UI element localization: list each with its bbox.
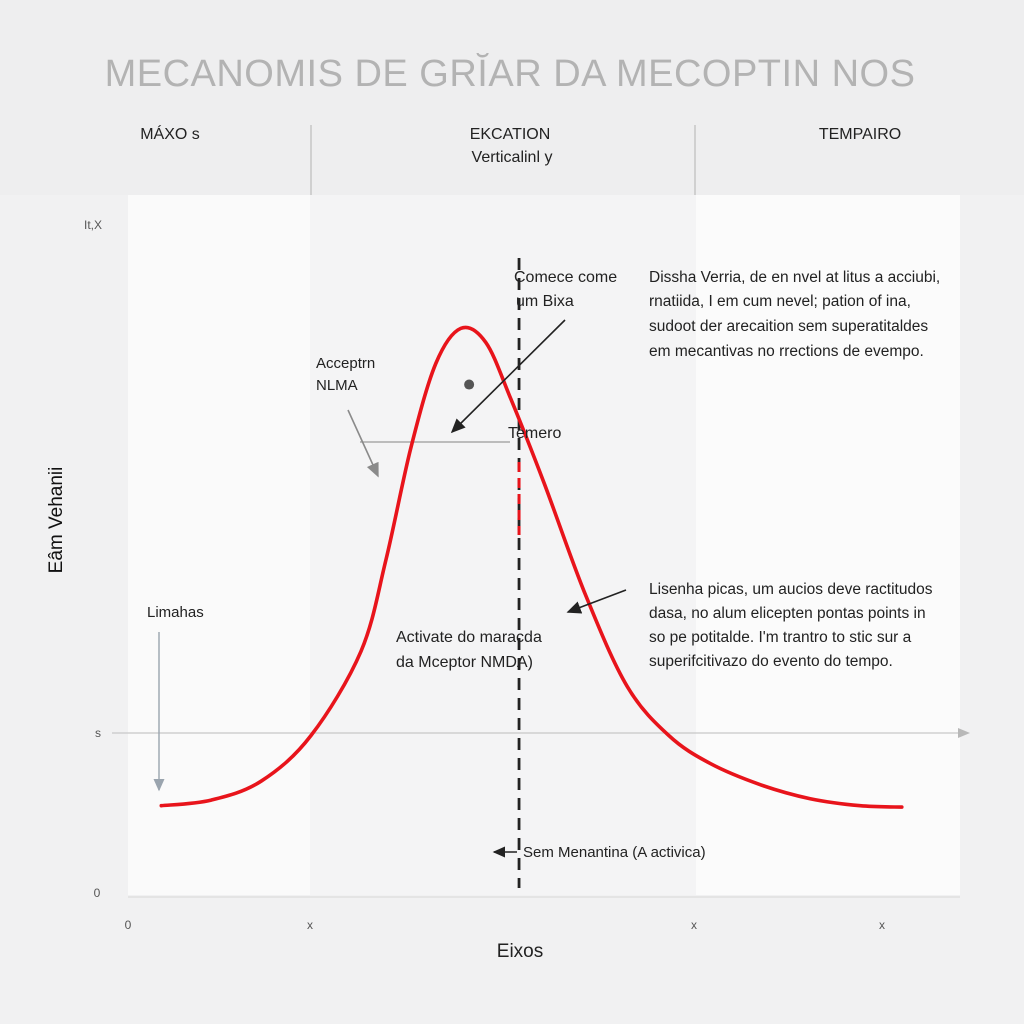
column-header-2-line-2: Verticalinl y bbox=[472, 149, 553, 166]
x-tick-label: x bbox=[879, 918, 885, 932]
annotation-limahas: Limahas bbox=[147, 604, 204, 621]
annotation-sem-menantina: Sem Menantina (A activica) bbox=[523, 844, 706, 861]
plot-panel-left bbox=[128, 195, 310, 895]
comece-arrow bbox=[450, 319, 566, 434]
note-top-line-2: rnatiida, I em cum nevel; pation of ina, bbox=[649, 293, 911, 310]
column-header-3: TEMPAIRO bbox=[819, 126, 901, 143]
header-band bbox=[0, 0, 1024, 195]
column-header-2-line-1: EKCATION bbox=[470, 126, 551, 143]
chart-title: MECANOMIS DE GRĬAR DA MECOPTIN NOS bbox=[105, 52, 916, 95]
annotation-comece-line-1: Comece come bbox=[514, 269, 617, 286]
note-bottom-line-1: Lisenha picas, um aucios deve ractitudos bbox=[649, 581, 933, 598]
peak-marker-point bbox=[464, 379, 475, 390]
annotation-activate-line-2: da Mceptor NMDA) bbox=[396, 654, 533, 671]
x-tick-label: 0 bbox=[125, 918, 132, 932]
note-bottom-line-4: superifcitivazo do evento do tempo. bbox=[649, 653, 893, 670]
baseline-arrowhead bbox=[958, 728, 970, 738]
note-top-line-1: Dissha Verria, de en nvel at litus a acc… bbox=[649, 269, 940, 286]
annotation-activate-line-1: Activate do maracda bbox=[396, 629, 542, 646]
series-line bbox=[159, 325, 904, 809]
annotation-temero: Temero bbox=[508, 425, 561, 442]
y-tick-label: s bbox=[95, 726, 101, 740]
note-bottom-line-3: so pe potitalde. I'm trantro to stic sur… bbox=[649, 629, 912, 646]
note-top-line-3: sudoot der arecaition sem superatitaldes bbox=[649, 318, 928, 335]
annotation-acceptor-line-1: Acceptrn bbox=[316, 355, 375, 372]
x-axis-label: Eixos bbox=[497, 941, 543, 962]
note-top-line-4: em mecantivas no rrections de evempo. bbox=[649, 343, 924, 360]
annotation-acceptor-line-2: NLMA bbox=[316, 377, 358, 394]
x-tick-label: x bbox=[307, 918, 313, 932]
note-bottom-line-2: dasa, no alum elicepten pontas points in bbox=[649, 605, 926, 622]
acceptor-arrow bbox=[347, 409, 379, 478]
y-axis-label: Eâm Vehanii bbox=[46, 467, 67, 574]
note-bottom-arrow bbox=[566, 589, 627, 614]
plot-panel-middle bbox=[310, 195, 696, 895]
annotation-comece-line-2: um Bixa bbox=[516, 293, 574, 310]
y-tick-label: 0 bbox=[94, 886, 101, 900]
x-tick-label: x bbox=[691, 918, 697, 932]
column-header-1: MÁXO s bbox=[140, 124, 200, 143]
y-tick-label: It,X bbox=[84, 218, 102, 232]
